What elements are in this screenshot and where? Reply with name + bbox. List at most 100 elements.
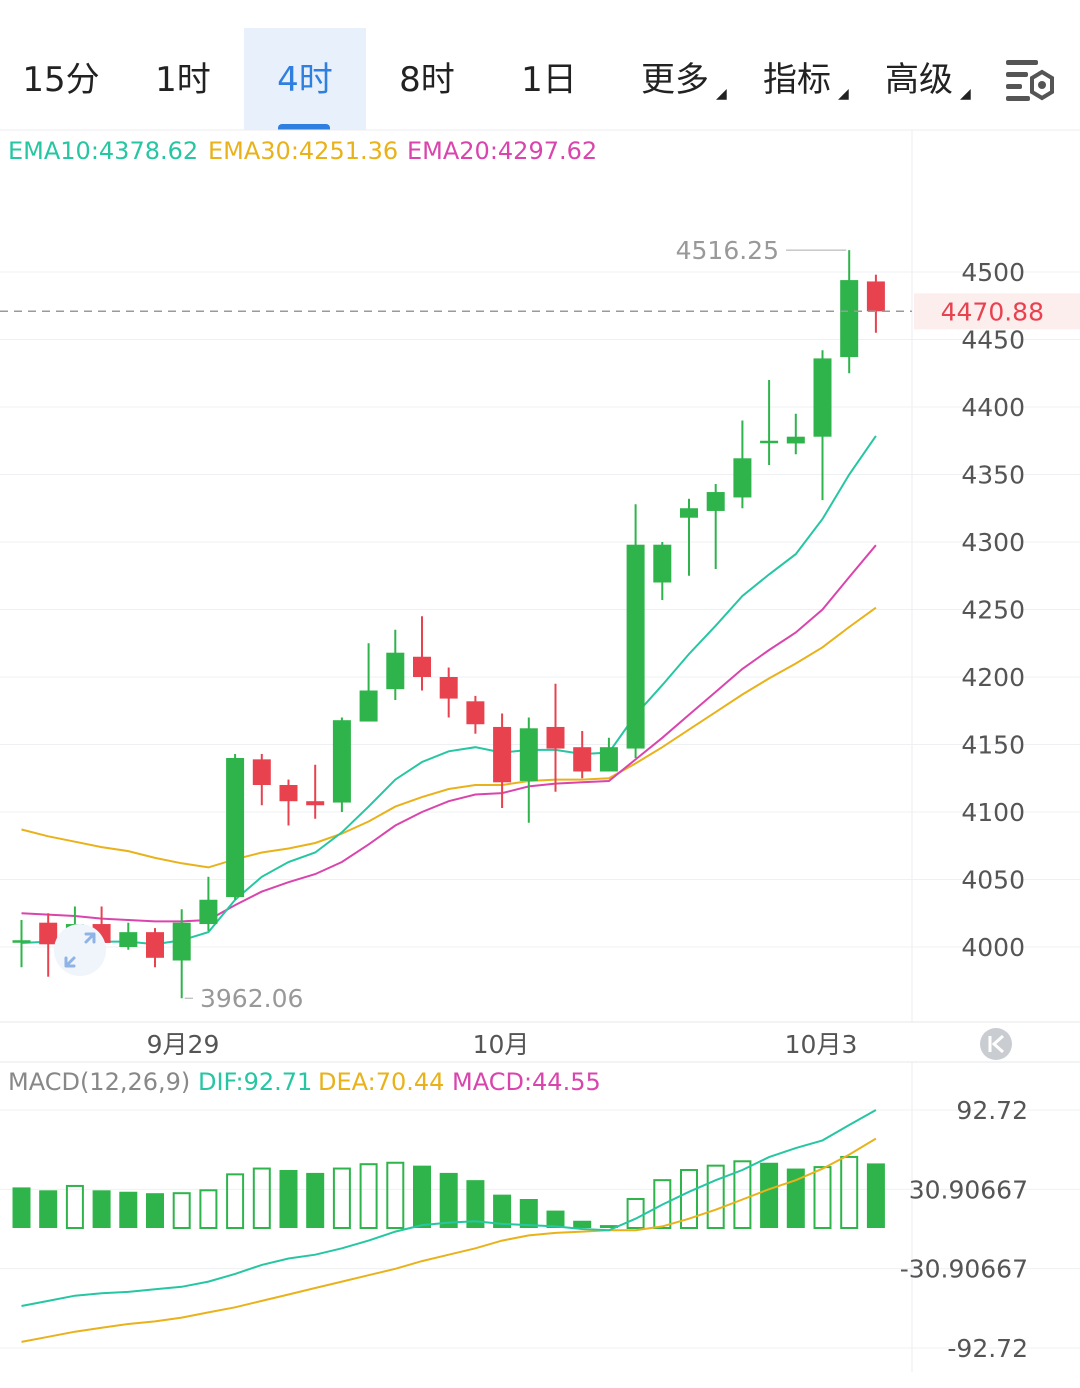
macd-bar — [39, 1190, 58, 1228]
scroll-to-start-icon[interactable] — [980, 1028, 1012, 1060]
candle-down — [466, 701, 485, 725]
macd-legend-title: MACD(12,26,9) — [8, 1068, 190, 1096]
candle-down — [413, 656, 431, 677]
macd-bar — [413, 1165, 431, 1228]
chart-settings-icon[interactable] — [1004, 54, 1056, 106]
price-tick-label: 4400 — [961, 393, 1025, 422]
candle-up — [840, 280, 859, 358]
price-tick-label: 4000 — [961, 933, 1025, 962]
macd-tick-label: -30.90667 — [900, 1255, 1028, 1284]
macd-bar-hollow — [706, 1164, 725, 1230]
macd-bar — [599, 1225, 618, 1228]
dif-line — [21, 1109, 877, 1307]
dea-line — [21, 1137, 877, 1343]
ema10-legend: EMA10:4378.62 — [8, 137, 198, 165]
tab-label: 15分 — [22, 60, 100, 100]
current-price-label: 4470.88 — [941, 297, 1044, 326]
price-tick-label: 4250 — [961, 596, 1025, 625]
macd-bar-hollow — [813, 1166, 832, 1229]
price-tick-label: 4300 — [961, 528, 1025, 557]
candle-up — [199, 899, 218, 925]
candle-up — [172, 922, 191, 961]
price-tick-label: 4100 — [961, 798, 1025, 827]
macd-bar-hollow — [65, 1184, 84, 1229]
dropdown-caret-icon: ◢ — [838, 86, 849, 102]
x-axis-date-label: 10月3 — [785, 1030, 858, 1059]
macd-bar-hollow — [840, 1155, 859, 1229]
tab-indicators[interactable]: 指标 ◢ — [742, 28, 852, 130]
macd-bar — [760, 1162, 779, 1228]
candle-up — [12, 940, 31, 943]
macd-bar-hollow — [386, 1161, 405, 1229]
tab-label: 指标 — [763, 60, 831, 100]
macd-bar-hollow — [332, 1167, 351, 1230]
macd-bar-hollow — [359, 1163, 378, 1229]
candle-up — [653, 544, 672, 583]
macd-bar-hollow — [653, 1179, 672, 1230]
candle-down — [493, 726, 512, 783]
tab-1h[interactable]: 1时 — [122, 28, 244, 130]
macd-bar-hollow — [252, 1167, 271, 1230]
period-tab-bar: 15分 1时 4时 8时 1日 更多 ◢ 指标 ◢ 高级 ◢ — [0, 28, 1080, 130]
tab-advanced[interactable]: 高级 ◢ — [864, 28, 974, 130]
tab-label: 4时 — [277, 60, 333, 100]
macd-bar — [92, 1190, 111, 1228]
price-tick-label: 4500 — [961, 258, 1025, 287]
price-tick-label: 4350 — [961, 461, 1025, 490]
candle-up — [786, 436, 805, 444]
macd-bar — [146, 1193, 164, 1228]
candle-down — [279, 785, 298, 802]
candle-down — [866, 281, 885, 312]
macd-bar — [546, 1210, 565, 1228]
candle-up — [626, 544, 645, 749]
dropdown-caret-icon: ◢ — [960, 86, 971, 102]
dropdown-caret-icon: ◢ — [716, 86, 727, 102]
macd-tick-label: 92.72 — [956, 1096, 1028, 1125]
tab-label: 8时 — [399, 60, 455, 100]
ema20-line — [21, 544, 877, 923]
tab-more[interactable]: 更多 ◢ — [620, 28, 730, 130]
candle-up — [119, 932, 138, 947]
macd-bar — [493, 1194, 512, 1228]
collapse-arrows-icon[interactable] — [54, 924, 106, 976]
tab-15min[interactable]: 15分 — [0, 28, 122, 130]
macd-bar — [573, 1220, 592, 1228]
tab-4h[interactable]: 4时 — [244, 28, 366, 130]
macd-legend-macd: MACD:44.55 — [452, 1068, 601, 1096]
candle-down — [146, 932, 164, 958]
candle-down — [573, 747, 592, 772]
tab-label: 高级 — [885, 60, 953, 100]
macd-legend-dea: DEA:70.44 — [318, 1068, 444, 1096]
current-price-badge — [914, 293, 1080, 330]
candle-down — [306, 801, 325, 806]
candle-down — [252, 759, 271, 785]
tab-label: 1日 — [521, 60, 577, 100]
macd-bar — [119, 1191, 138, 1228]
candle-up — [706, 492, 725, 511]
macd-tick-label: -92.72 — [947, 1334, 1028, 1363]
macd-bar-hollow — [199, 1189, 218, 1230]
macd-bar — [466, 1180, 485, 1228]
high-price-label: 4516.25 — [676, 236, 779, 265]
active-tab-indicator — [278, 124, 330, 130]
macd-bar — [866, 1163, 885, 1228]
tab-label: 更多 — [641, 60, 709, 100]
macd-bar — [306, 1172, 325, 1228]
tab-1d[interactable]: 1日 — [488, 28, 610, 130]
macd-legend-dif: DIF:92.71 — [198, 1068, 312, 1096]
candle-down — [39, 922, 58, 945]
macd-bar-hollow — [680, 1169, 698, 1229]
candle-down — [546, 726, 565, 749]
candle-up — [733, 458, 752, 498]
price-tick-label: 4450 — [961, 326, 1025, 355]
candle-up — [226, 758, 245, 898]
macd-bar — [12, 1187, 31, 1228]
macd-tick-label: 30.90667 — [909, 1175, 1028, 1204]
x-axis-date-label: 9月29 — [147, 1030, 220, 1059]
ema20-legend: EMA20:4297.62 — [407, 137, 597, 165]
tab-label: 1时 — [155, 60, 211, 100]
macd-bar-hollow — [226, 1173, 245, 1229]
macd-bar-hollow — [172, 1192, 191, 1229]
tab-8h[interactable]: 8时 — [366, 28, 488, 130]
